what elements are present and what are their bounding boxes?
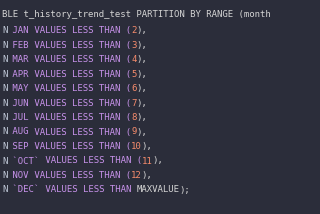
Text: JUL: JUL (7, 113, 29, 122)
Text: VALUES LESS THAN (: VALUES LESS THAN ( (29, 55, 131, 64)
Text: VALUES LESS THAN (: VALUES LESS THAN ( (29, 70, 131, 79)
Text: 9: 9 (131, 128, 136, 137)
Text: VALUES LESS THAN (: VALUES LESS THAN ( (29, 142, 131, 151)
Text: VALUES LESS THAN (: VALUES LESS THAN ( (29, 98, 131, 107)
Text: ),: ), (142, 171, 153, 180)
Text: ),: ), (136, 98, 147, 107)
Text: 8: 8 (131, 113, 136, 122)
Text: ),: ), (136, 26, 147, 35)
Text: MAXVALUE: MAXVALUE (136, 186, 180, 195)
Text: BLE t_history_trend_test PARTITION BY RANGE (month: BLE t_history_trend_test PARTITION BY RA… (2, 10, 271, 19)
Text: N: N (2, 128, 7, 137)
Text: FEB: FEB (7, 40, 29, 49)
Text: JUN: JUN (7, 98, 29, 107)
Text: ),: ), (136, 55, 147, 64)
Text: N: N (2, 156, 7, 165)
Text: VALUES LESS THAN (: VALUES LESS THAN ( (29, 26, 131, 35)
Text: N: N (2, 84, 7, 93)
Text: MAR: MAR (7, 55, 29, 64)
Text: ),: ), (136, 70, 147, 79)
Text: ),: ), (136, 84, 147, 93)
Text: 7: 7 (131, 98, 136, 107)
Text: N: N (2, 40, 7, 49)
Text: VALUES LESS THAN (: VALUES LESS THAN ( (40, 156, 142, 165)
Text: NOV: NOV (7, 171, 29, 180)
Text: ),: ), (142, 142, 153, 151)
Text: 10: 10 (131, 142, 142, 151)
Text: VALUES LESS THAN (: VALUES LESS THAN ( (29, 171, 131, 180)
Text: N: N (2, 70, 7, 79)
Text: );: ); (180, 186, 190, 195)
Text: ),: ), (136, 113, 147, 122)
Text: VALUES LESS THAN (: VALUES LESS THAN ( (29, 40, 131, 49)
Text: 4: 4 (131, 55, 136, 64)
Text: ),: ), (153, 156, 163, 165)
Text: AUG: AUG (7, 128, 29, 137)
Text: 2: 2 (131, 26, 136, 35)
Text: JAN: JAN (7, 26, 29, 35)
Text: N: N (2, 55, 7, 64)
Text: MAY: MAY (7, 84, 29, 93)
Text: `DEC`: `DEC` (7, 186, 40, 195)
Text: VALUES LESS THAN (: VALUES LESS THAN ( (29, 128, 131, 137)
Text: N: N (2, 171, 7, 180)
Text: 5: 5 (131, 70, 136, 79)
Text: 3: 3 (131, 40, 136, 49)
Text: ),: ), (136, 40, 147, 49)
Text: APR: APR (7, 70, 29, 79)
Text: 6: 6 (131, 84, 136, 93)
Text: ),: ), (136, 128, 147, 137)
Text: VALUES LESS THAN: VALUES LESS THAN (40, 186, 136, 195)
Text: N: N (2, 142, 7, 151)
Text: 11: 11 (142, 156, 153, 165)
Text: N: N (2, 98, 7, 107)
Text: VALUES LESS THAN (: VALUES LESS THAN ( (29, 113, 131, 122)
Text: 12: 12 (131, 171, 142, 180)
Text: N: N (2, 186, 7, 195)
Text: `OCT`: `OCT` (7, 156, 40, 165)
Text: N: N (2, 113, 7, 122)
Text: SEP: SEP (7, 142, 29, 151)
Text: VALUES LESS THAN (: VALUES LESS THAN ( (29, 84, 131, 93)
Text: N: N (2, 26, 7, 35)
